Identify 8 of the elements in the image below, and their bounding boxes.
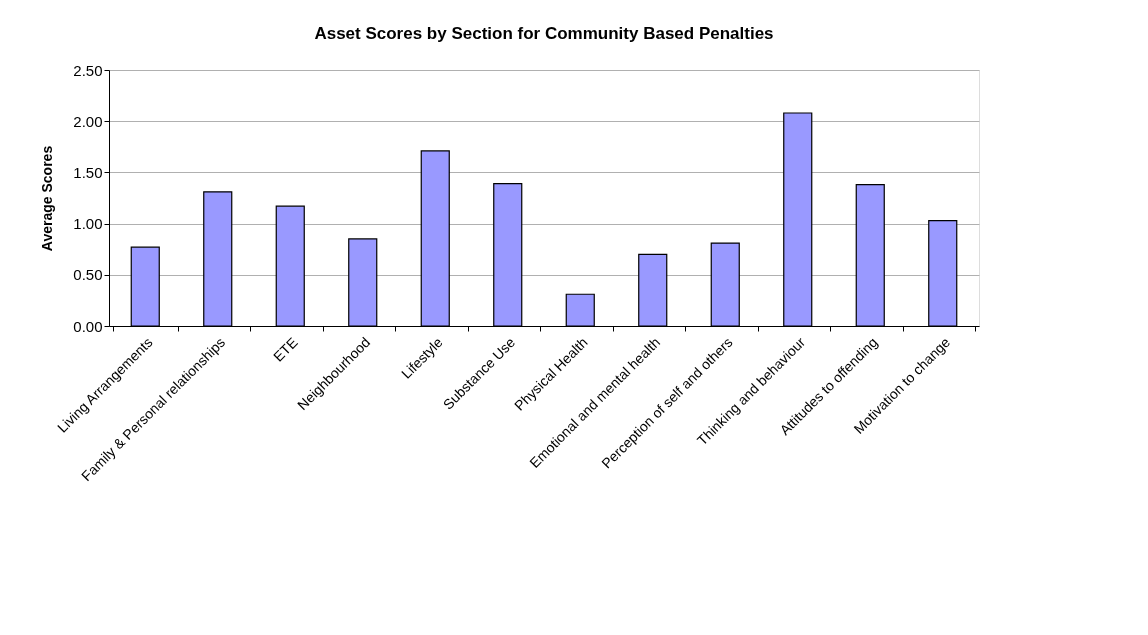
y-tick-label: 0.50 (73, 266, 103, 284)
y-tick-label: 2.50 (73, 61, 103, 79)
y-axis-title: Average Scores (39, 145, 56, 252)
y-tick-label: 1.50 (73, 163, 103, 181)
y-tick-label: 0.00 (73, 317, 103, 335)
y-tick-label: 1.00 (73, 215, 103, 233)
y-tick-label: 2.00 (73, 112, 103, 130)
chart-title: Asset Scores by Section for Community Based Penalties (314, 24, 774, 43)
